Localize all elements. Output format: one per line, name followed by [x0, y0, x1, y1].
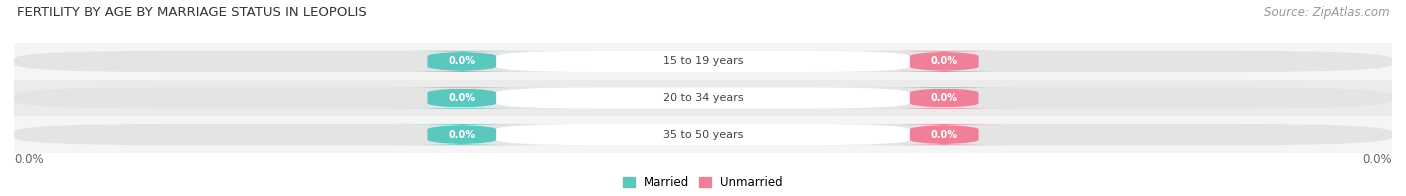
Text: 0.0%: 0.0% — [14, 153, 44, 166]
Text: 20 to 34 years: 20 to 34 years — [662, 93, 744, 103]
FancyBboxPatch shape — [392, 124, 531, 145]
FancyBboxPatch shape — [875, 124, 1012, 145]
Bar — [14, 43, 1392, 80]
Text: FERTILITY BY AGE BY MARRIAGE STATUS IN LEOPOLIS: FERTILITY BY AGE BY MARRIAGE STATUS IN L… — [17, 6, 367, 19]
FancyBboxPatch shape — [496, 51, 910, 72]
FancyBboxPatch shape — [875, 51, 1012, 72]
Bar — [14, 80, 1392, 116]
FancyBboxPatch shape — [14, 124, 1392, 145]
Text: 0.0%: 0.0% — [931, 93, 957, 103]
Text: Source: ZipAtlas.com: Source: ZipAtlas.com — [1264, 6, 1389, 19]
Text: 0.0%: 0.0% — [449, 93, 475, 103]
Text: 0.0%: 0.0% — [449, 56, 475, 66]
Text: 0.0%: 0.0% — [449, 130, 475, 140]
Text: 0.0%: 0.0% — [931, 130, 957, 140]
Bar — [14, 116, 1392, 153]
Legend: Married, Unmarried: Married, Unmarried — [623, 176, 783, 189]
Text: 15 to 19 years: 15 to 19 years — [662, 56, 744, 66]
FancyBboxPatch shape — [14, 51, 1392, 72]
FancyBboxPatch shape — [496, 124, 910, 145]
FancyBboxPatch shape — [392, 87, 531, 109]
FancyBboxPatch shape — [496, 87, 910, 109]
Text: 0.0%: 0.0% — [931, 56, 957, 66]
FancyBboxPatch shape — [392, 51, 531, 72]
FancyBboxPatch shape — [14, 87, 1392, 109]
Text: 0.0%: 0.0% — [1362, 153, 1392, 166]
Text: 35 to 50 years: 35 to 50 years — [662, 130, 744, 140]
FancyBboxPatch shape — [875, 87, 1012, 109]
